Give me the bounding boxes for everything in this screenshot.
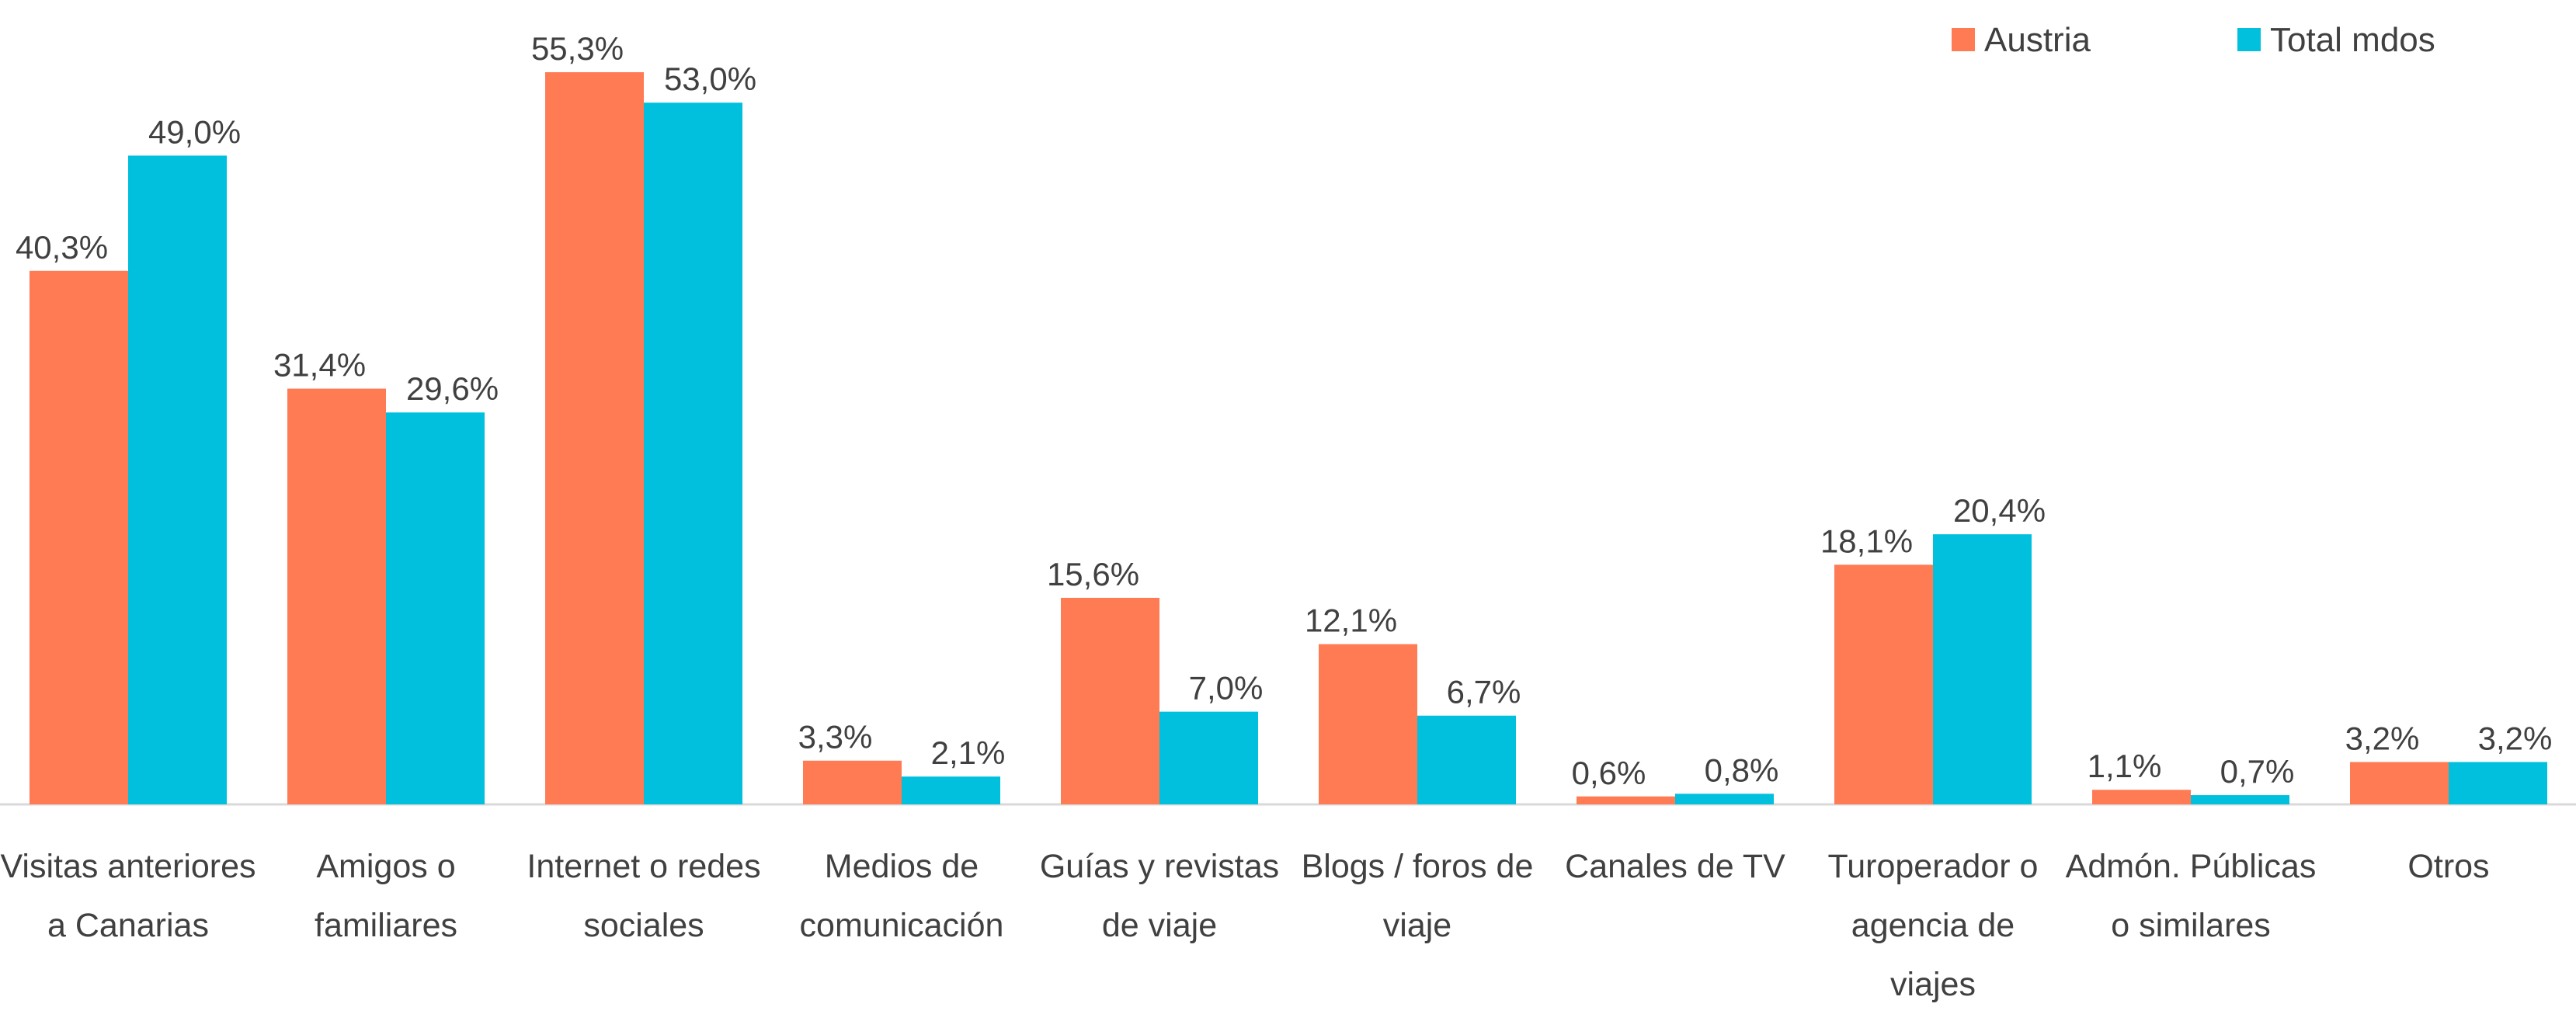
bar xyxy=(30,270,128,804)
value-label: 18,1% xyxy=(1820,523,1913,559)
x-tick-label: Canales de TV xyxy=(1565,848,1785,885)
bar xyxy=(644,102,742,805)
bar xyxy=(128,155,227,805)
legend-swatch xyxy=(1952,28,1975,51)
bar xyxy=(1577,796,1675,804)
value-label: 53,0% xyxy=(664,61,756,97)
bar xyxy=(1061,597,1159,804)
value-label: 3,2% xyxy=(2478,720,2553,756)
legend-label: Total mdos xyxy=(2270,21,2435,59)
value-label: 31,4% xyxy=(273,347,366,384)
bar xyxy=(803,760,902,804)
value-label: 6,7% xyxy=(1447,674,1521,710)
bar xyxy=(1319,644,1417,804)
value-label: 3,3% xyxy=(798,719,873,755)
value-label: 1,1% xyxy=(2088,748,2162,784)
x-tick-label: Medios de comunicación xyxy=(799,848,1004,944)
value-label: 0,6% xyxy=(1572,755,1646,791)
bar xyxy=(1933,534,2032,804)
bar xyxy=(2191,795,2289,804)
bar xyxy=(2449,762,2547,804)
value-label: 7,0% xyxy=(1189,670,1264,707)
bar xyxy=(287,388,386,804)
x-tick-label: Amigos o familiares xyxy=(315,848,457,944)
legend-label: Austria xyxy=(1984,21,2091,59)
bar xyxy=(1834,564,1933,804)
bar xyxy=(1417,715,1516,804)
bar xyxy=(386,412,485,804)
value-label: 49,0% xyxy=(148,113,241,150)
value-label: 20,4% xyxy=(1953,492,2046,529)
legend-swatch xyxy=(2237,28,2261,51)
x-tick-label: Blogs / foros de viaje xyxy=(1301,848,1534,944)
value-label: 0,7% xyxy=(2220,753,2295,790)
bar xyxy=(1675,793,1774,804)
x-tick-label: Turoperador o agencia de viajes xyxy=(1827,848,2039,1003)
value-label: 0,8% xyxy=(1705,752,1779,788)
bar xyxy=(902,776,1000,804)
value-label: 12,1% xyxy=(1305,602,1397,639)
bar xyxy=(2092,790,2191,804)
x-tick-label: Visitas anteriores a Canarias xyxy=(0,848,256,944)
x-tick-label: Admón. Públicas o similares xyxy=(2065,848,2317,944)
bar xyxy=(2350,762,2449,804)
value-label: 2,1% xyxy=(931,734,1006,771)
value-label: 55,3% xyxy=(531,30,624,67)
bar xyxy=(1159,711,1258,804)
value-label: 15,6% xyxy=(1047,556,1139,592)
value-label: 29,6% xyxy=(406,370,499,407)
x-tick-label: Internet o redes sociales xyxy=(527,848,761,944)
x-tick-label: Otros xyxy=(2407,848,2490,885)
x-tick-label: Guías y revistas de viaje xyxy=(1039,848,1280,944)
bar xyxy=(545,72,644,804)
value-label: 40,3% xyxy=(16,229,108,266)
value-label: 3,2% xyxy=(2345,720,2420,756)
